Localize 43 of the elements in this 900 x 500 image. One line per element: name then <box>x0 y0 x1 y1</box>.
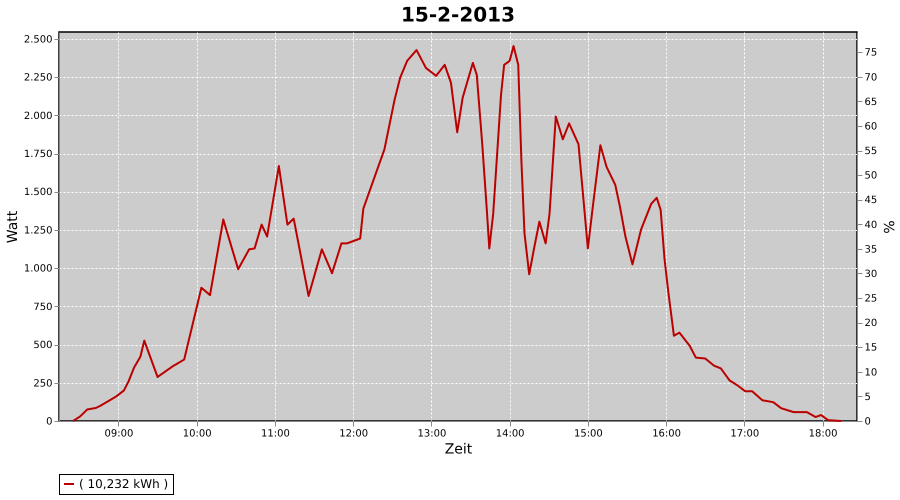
x-tick-label: 16:00 <box>652 428 682 440</box>
y2-tick-label: 25 <box>864 294 878 305</box>
x-tick-label: 17:00 <box>730 428 760 440</box>
x-tick-label: 14:00 <box>496 428 525 440</box>
y-tick-label: 1.250 <box>24 225 52 236</box>
y2-tick-label: 35 <box>864 244 878 256</box>
legend-label: ( 10,232 kWh ) <box>79 477 168 491</box>
y-tick-label: 2.500 <box>24 34 52 46</box>
x-axis-title: Zeit <box>444 442 473 458</box>
y-tick-label: 500 <box>33 340 52 352</box>
x-tick-label: 18:00 <box>808 428 838 440</box>
y-tick-label: 1.000 <box>24 264 52 275</box>
y-tick-label: 2.250 <box>24 72 52 84</box>
y2-tick-label: 5 <box>864 392 871 403</box>
y2-tick-label: 0 <box>864 416 871 428</box>
y-tick-label: 250 <box>33 378 52 390</box>
y2-tick-label: 60 <box>864 121 878 132</box>
y2-tick-label: 20 <box>864 318 878 330</box>
y2-axis-title: % <box>880 220 896 234</box>
y-axis-title: Watt <box>4 210 21 244</box>
x-tick-label: 10:00 <box>182 428 212 440</box>
y-tick-label: 750 <box>33 302 52 313</box>
x-tick-label: 15:00 <box>574 428 603 440</box>
y2-tick-label: 30 <box>864 268 878 280</box>
y2-tick-label: 70 <box>864 72 878 84</box>
y2-tick-label: 55 <box>864 146 878 158</box>
y2-tick-label: 10 <box>864 367 878 378</box>
chart-title: 15-2-2013 <box>400 2 516 26</box>
y-tick-label: 0 <box>46 416 52 428</box>
y-tick-label: 1.750 <box>24 149 52 160</box>
y-tick-label: 1.500 <box>24 187 52 198</box>
y2-tick-label: 50 <box>864 170 878 182</box>
y2-tick-label: 45 <box>864 195 878 206</box>
y2-tick-label: 40 <box>864 220 878 231</box>
line-series <box>72 45 842 422</box>
x-tick-label: 11:00 <box>261 428 290 440</box>
x-tick-label: 12:00 <box>339 428 368 440</box>
x-tick-label: 13:00 <box>417 428 446 440</box>
y2-tick-label: 65 <box>864 96 878 108</box>
y-tick-label: 2.000 <box>24 110 52 122</box>
y2-tick-label: 15 <box>864 342 878 354</box>
y2-tick-label: 75 <box>864 48 878 59</box>
x-tick-label: 09:00 <box>104 428 134 440</box>
